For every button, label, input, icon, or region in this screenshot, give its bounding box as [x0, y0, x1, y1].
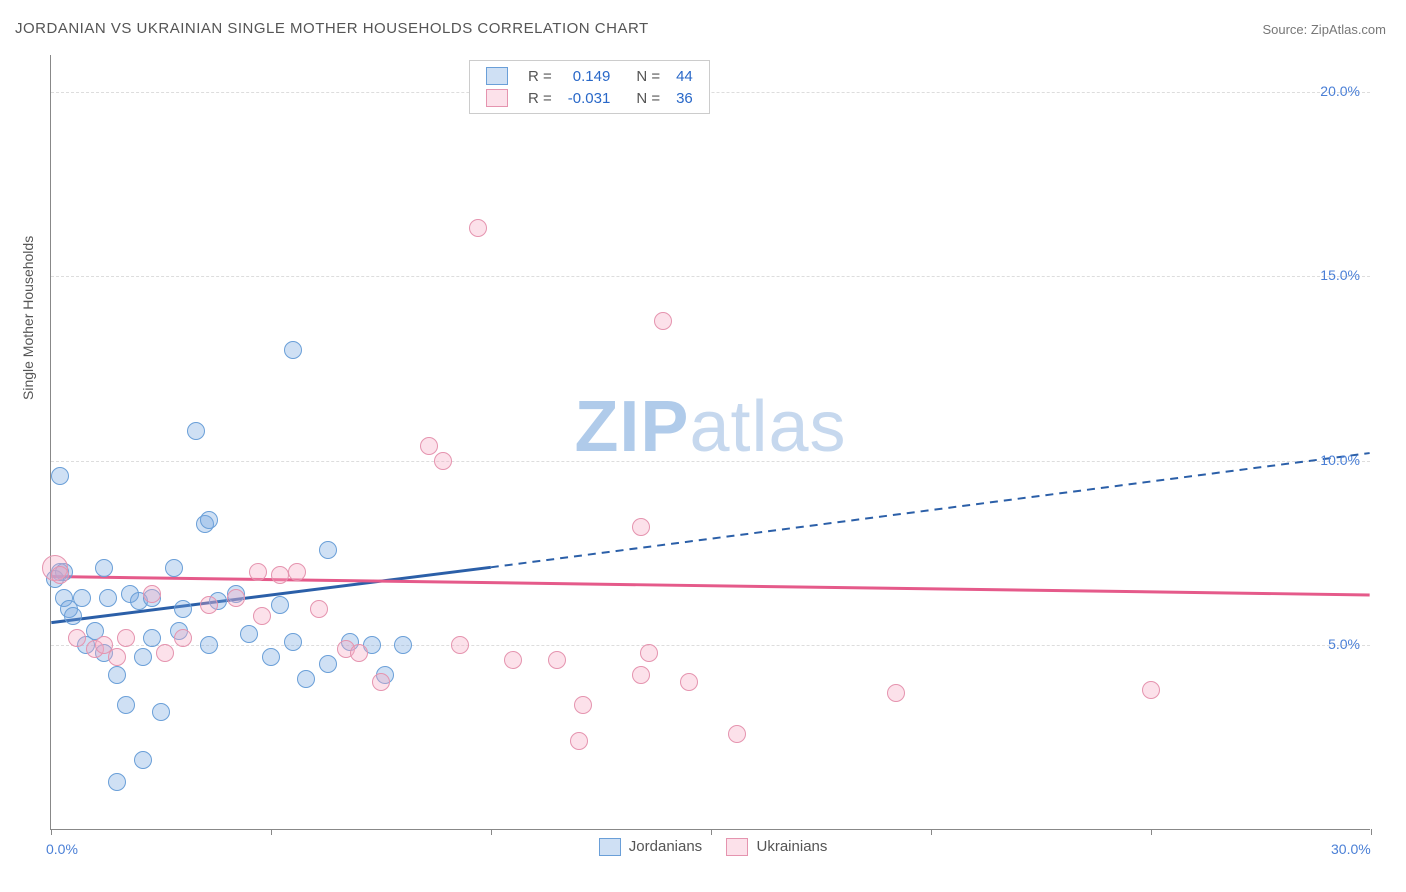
watermark: ZIPatlas — [574, 386, 846, 468]
scatter-point — [640, 644, 658, 662]
scatter-point — [108, 666, 126, 684]
scatter-point — [227, 589, 245, 607]
scatter-point — [271, 596, 289, 614]
trend-lines-layer — [51, 55, 1370, 829]
correlation-legend: R =0.149N =44R =-0.031N =36 — [469, 60, 710, 114]
scatter-point — [728, 725, 746, 743]
scatter-point — [1142, 681, 1160, 699]
scatter-point — [632, 666, 650, 684]
scatter-point — [200, 636, 218, 654]
scatter-point — [451, 636, 469, 654]
scatter-point — [200, 511, 218, 529]
scatter-point — [187, 422, 205, 440]
legend-label: Ukrainians — [752, 838, 827, 855]
scatter-point — [319, 541, 337, 559]
scatter-point — [469, 219, 487, 237]
y-axis-label: Single Mother Households — [20, 236, 36, 400]
scatter-point — [271, 566, 289, 584]
scatter-point — [200, 596, 218, 614]
scatter-point — [108, 648, 126, 666]
scatter-point — [143, 585, 161, 603]
scatter-point — [654, 312, 672, 330]
x-tick-mark — [1151, 829, 1152, 835]
scatter-point — [420, 437, 438, 455]
scatter-point — [108, 773, 126, 791]
scatter-point — [117, 629, 135, 647]
scatter-point — [156, 644, 174, 662]
scatter-point — [504, 651, 522, 669]
scatter-point — [284, 633, 302, 651]
scatter-point — [240, 625, 258, 643]
scatter-point — [262, 648, 280, 666]
scatter-point — [152, 703, 170, 721]
scatter-point — [288, 563, 306, 581]
x-tick-mark — [51, 829, 52, 835]
scatter-point — [394, 636, 412, 654]
scatter-point — [51, 467, 69, 485]
scatter-point — [51, 566, 69, 584]
x-tick-mark — [931, 829, 932, 835]
scatter-point — [174, 629, 192, 647]
gridline — [51, 276, 1370, 277]
scatter-point — [117, 696, 135, 714]
source-attribution: Source: ZipAtlas.com — [1262, 22, 1386, 37]
scatter-point — [548, 651, 566, 669]
scatter-point — [253, 607, 271, 625]
scatter-point — [134, 751, 152, 769]
scatter-point — [95, 559, 113, 577]
scatter-point — [64, 607, 82, 625]
series-legend: Jordanians Ukrainians — [0, 838, 1406, 856]
scatter-point — [680, 673, 698, 691]
y-tick-label: 10.0% — [1320, 452, 1360, 468]
scatter-point — [143, 629, 161, 647]
legend-swatch — [726, 838, 748, 856]
legend-label: Jordanians — [625, 838, 707, 855]
scatter-point — [284, 341, 302, 359]
legend-row: R =0.149N =44 — [478, 65, 701, 87]
scatter-point — [350, 644, 368, 662]
y-tick-label: 20.0% — [1320, 83, 1360, 99]
legend-swatch — [599, 838, 621, 856]
chart-title: JORDANIAN VS UKRAINIAN SINGLE MOTHER HOU… — [15, 20, 649, 37]
gridline — [51, 92, 1370, 93]
scatter-point — [165, 559, 183, 577]
scatter-point — [249, 563, 267, 581]
scatter-point — [73, 589, 91, 607]
scatter-point — [434, 452, 452, 470]
scatter-point — [99, 589, 117, 607]
scatter-point — [632, 518, 650, 536]
scatter-point — [887, 684, 905, 702]
scatter-point — [68, 629, 86, 647]
x-tick-mark — [491, 829, 492, 835]
scatter-plot-area: ZIPatlas R =0.149N =44R =-0.031N =36 0.0… — [50, 55, 1370, 830]
x-tick-mark — [1371, 829, 1372, 835]
y-tick-label: 5.0% — [1328, 636, 1360, 652]
scatter-point — [174, 600, 192, 618]
scatter-point — [319, 655, 337, 673]
x-tick-mark — [711, 829, 712, 835]
scatter-point — [310, 600, 328, 618]
gridline — [51, 645, 1370, 646]
legend-row: R =-0.031N =36 — [478, 87, 701, 109]
y-tick-label: 15.0% — [1320, 267, 1360, 283]
scatter-point — [574, 696, 592, 714]
gridline — [51, 461, 1370, 462]
scatter-point — [372, 673, 390, 691]
x-tick-mark — [271, 829, 272, 835]
scatter-point — [297, 670, 315, 688]
scatter-point — [570, 732, 588, 750]
scatter-point — [134, 648, 152, 666]
